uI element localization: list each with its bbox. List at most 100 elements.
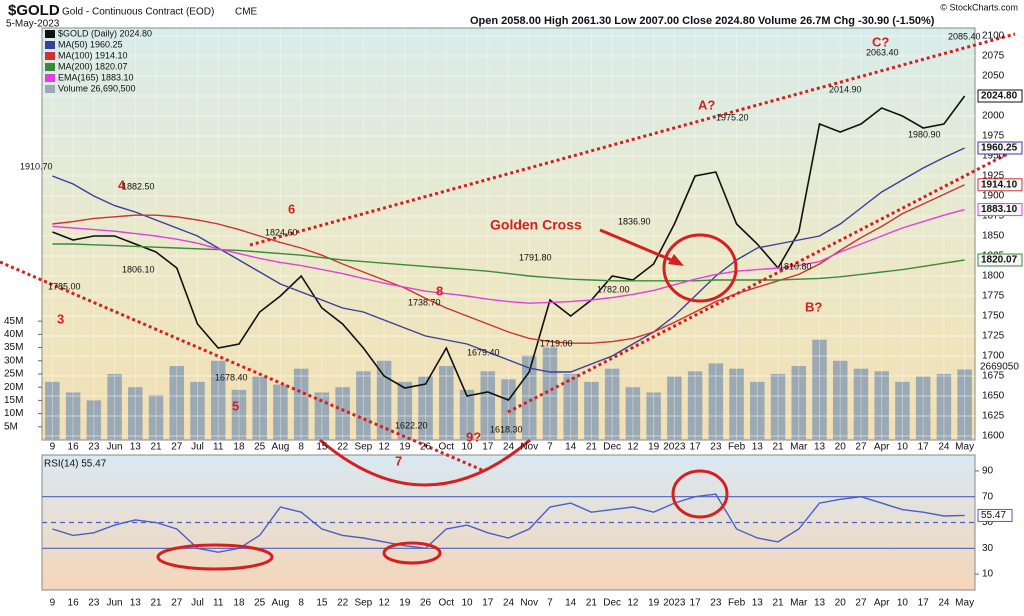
x-tick-label: 19	[648, 598, 660, 609]
x-tick-label: 19	[399, 442, 411, 453]
price-annotation: 1910.70	[20, 161, 53, 171]
price-annotation: 1785.00	[48, 281, 81, 291]
volume-bar	[729, 368, 744, 440]
rsi-tick-label: 30	[982, 543, 994, 554]
x-tick-label: 21	[586, 598, 598, 609]
volume-bar	[708, 363, 724, 440]
value-tag-label: 55.47	[981, 510, 1006, 521]
wave-label: 6	[288, 201, 295, 216]
x-tick-label: 24	[938, 598, 950, 609]
x-tick-label: 27	[855, 598, 867, 609]
price-annotation: 1622.20	[395, 420, 428, 430]
wave-label: 5	[232, 398, 239, 413]
price-annotation: 1806.10	[122, 264, 155, 274]
legend-label: MA(100) 1914.10	[58, 50, 128, 60]
x-tick-label: 21	[586, 442, 598, 453]
volume-tick-label: 30M	[4, 355, 23, 366]
x-tick-label: 24	[503, 442, 515, 453]
rsi-title: RSI(14) 55.47	[44, 459, 107, 470]
volume-bar	[356, 371, 371, 440]
y-tick-label: 1750	[982, 311, 1005, 322]
y-tick-label: 1675	[982, 371, 1005, 382]
rsi-tick-label: 70	[982, 491, 994, 502]
volume-tick-label: 35M	[4, 342, 23, 353]
volume-bar	[459, 389, 475, 440]
wave-label: 8	[436, 283, 443, 298]
arrow	[599, 228, 677, 264]
value-tag	[977, 89, 1023, 103]
y-tick-label: 1775	[982, 291, 1005, 302]
x-tick-label: Apr	[874, 598, 890, 609]
x-tick-label: 23	[88, 598, 100, 609]
value-tag	[977, 203, 1023, 217]
wave-label: A?	[698, 97, 715, 112]
x-tick-label: Feb	[728, 442, 746, 453]
volume-tick-label: 40M	[4, 329, 23, 340]
x-tick-label: Aug	[272, 442, 290, 453]
y-tick-label: 2075	[982, 51, 1005, 62]
x-tick-label: 17	[918, 442, 930, 453]
volume-bar	[604, 368, 620, 440]
x-tick-label: 23	[710, 442, 722, 453]
y-tick-label: 1725	[982, 331, 1005, 342]
x-tick-label: 12	[627, 598, 639, 609]
volume-bar	[169, 366, 185, 440]
x-tick-label: 20	[835, 442, 847, 453]
volume-bar	[210, 360, 226, 440]
volume-bar	[293, 368, 309, 440]
wave-label: B?	[805, 299, 822, 314]
volume-bar	[480, 371, 496, 440]
wave-label: 3	[57, 311, 64, 326]
x-tick-label: Sep	[354, 442, 372, 453]
x-tick-label: 17	[482, 598, 494, 609]
x-tick-label: 19	[648, 442, 660, 453]
price-annotation: 1975.20	[716, 112, 749, 122]
series-line	[52, 184, 965, 344]
volume-tick-label: 5M	[4, 421, 18, 432]
x-tick-label: 8	[298, 442, 304, 453]
legend-label: MA(50) 1960.25	[58, 39, 123, 49]
x-tick-label: 25	[254, 442, 266, 453]
date: 5-May-2023	[6, 19, 60, 30]
symbol: $GOLD	[8, 2, 60, 19]
trend-line	[249, 32, 1016, 247]
trend-line	[507, 148, 1016, 414]
x-tick-label: 13	[752, 442, 764, 453]
price-annotation: 1824.60	[265, 227, 298, 237]
volume-bar	[770, 373, 786, 440]
rsi-tick-label: 50	[982, 517, 994, 528]
wave-label: 9?	[466, 429, 481, 444]
x-tick-label: 21	[772, 598, 784, 609]
x-tick-label: 10	[897, 598, 909, 609]
volume-bar	[812, 339, 827, 440]
x-tick-label: 24	[938, 442, 950, 453]
x-tick-label: 2023	[663, 598, 686, 609]
x-tick-label: 9	[50, 442, 56, 453]
x-tick-label: 17	[918, 598, 930, 609]
value-tag	[977, 253, 1023, 267]
volume-bar	[128, 387, 143, 440]
volume-bar	[874, 371, 889, 440]
legend-label: Volume 26,690,500	[58, 83, 136, 93]
x-tick-label: Mar	[790, 598, 808, 609]
x-tick-label: 27	[171, 598, 183, 609]
price-annotation: 1810.80	[779, 261, 812, 271]
series-line	[52, 493, 965, 553]
price-annotation: 1678.40	[215, 372, 248, 382]
price-annotation: 1836.90	[618, 216, 651, 226]
arc	[319, 438, 531, 487]
volume-bar	[148, 395, 164, 440]
volume-bar	[832, 360, 848, 440]
value-tag-label: 2669050	[980, 362, 1019, 373]
y-tick-label: 1850	[982, 231, 1005, 242]
x-tick-label: 14	[565, 442, 577, 453]
x-tick-label: Oct	[439, 598, 455, 609]
x-tick-label: 25	[254, 598, 266, 609]
volume-tick-label: 45M	[4, 316, 23, 327]
x-tick-label: 12	[379, 598, 391, 609]
price-annotation: 1719.00	[540, 338, 573, 348]
x-tick-label: 19	[399, 598, 411, 609]
x-tick-label: 10	[461, 598, 473, 609]
price-annotation: 1618.30	[490, 424, 523, 434]
price-annotation: 1882.50	[122, 181, 155, 191]
